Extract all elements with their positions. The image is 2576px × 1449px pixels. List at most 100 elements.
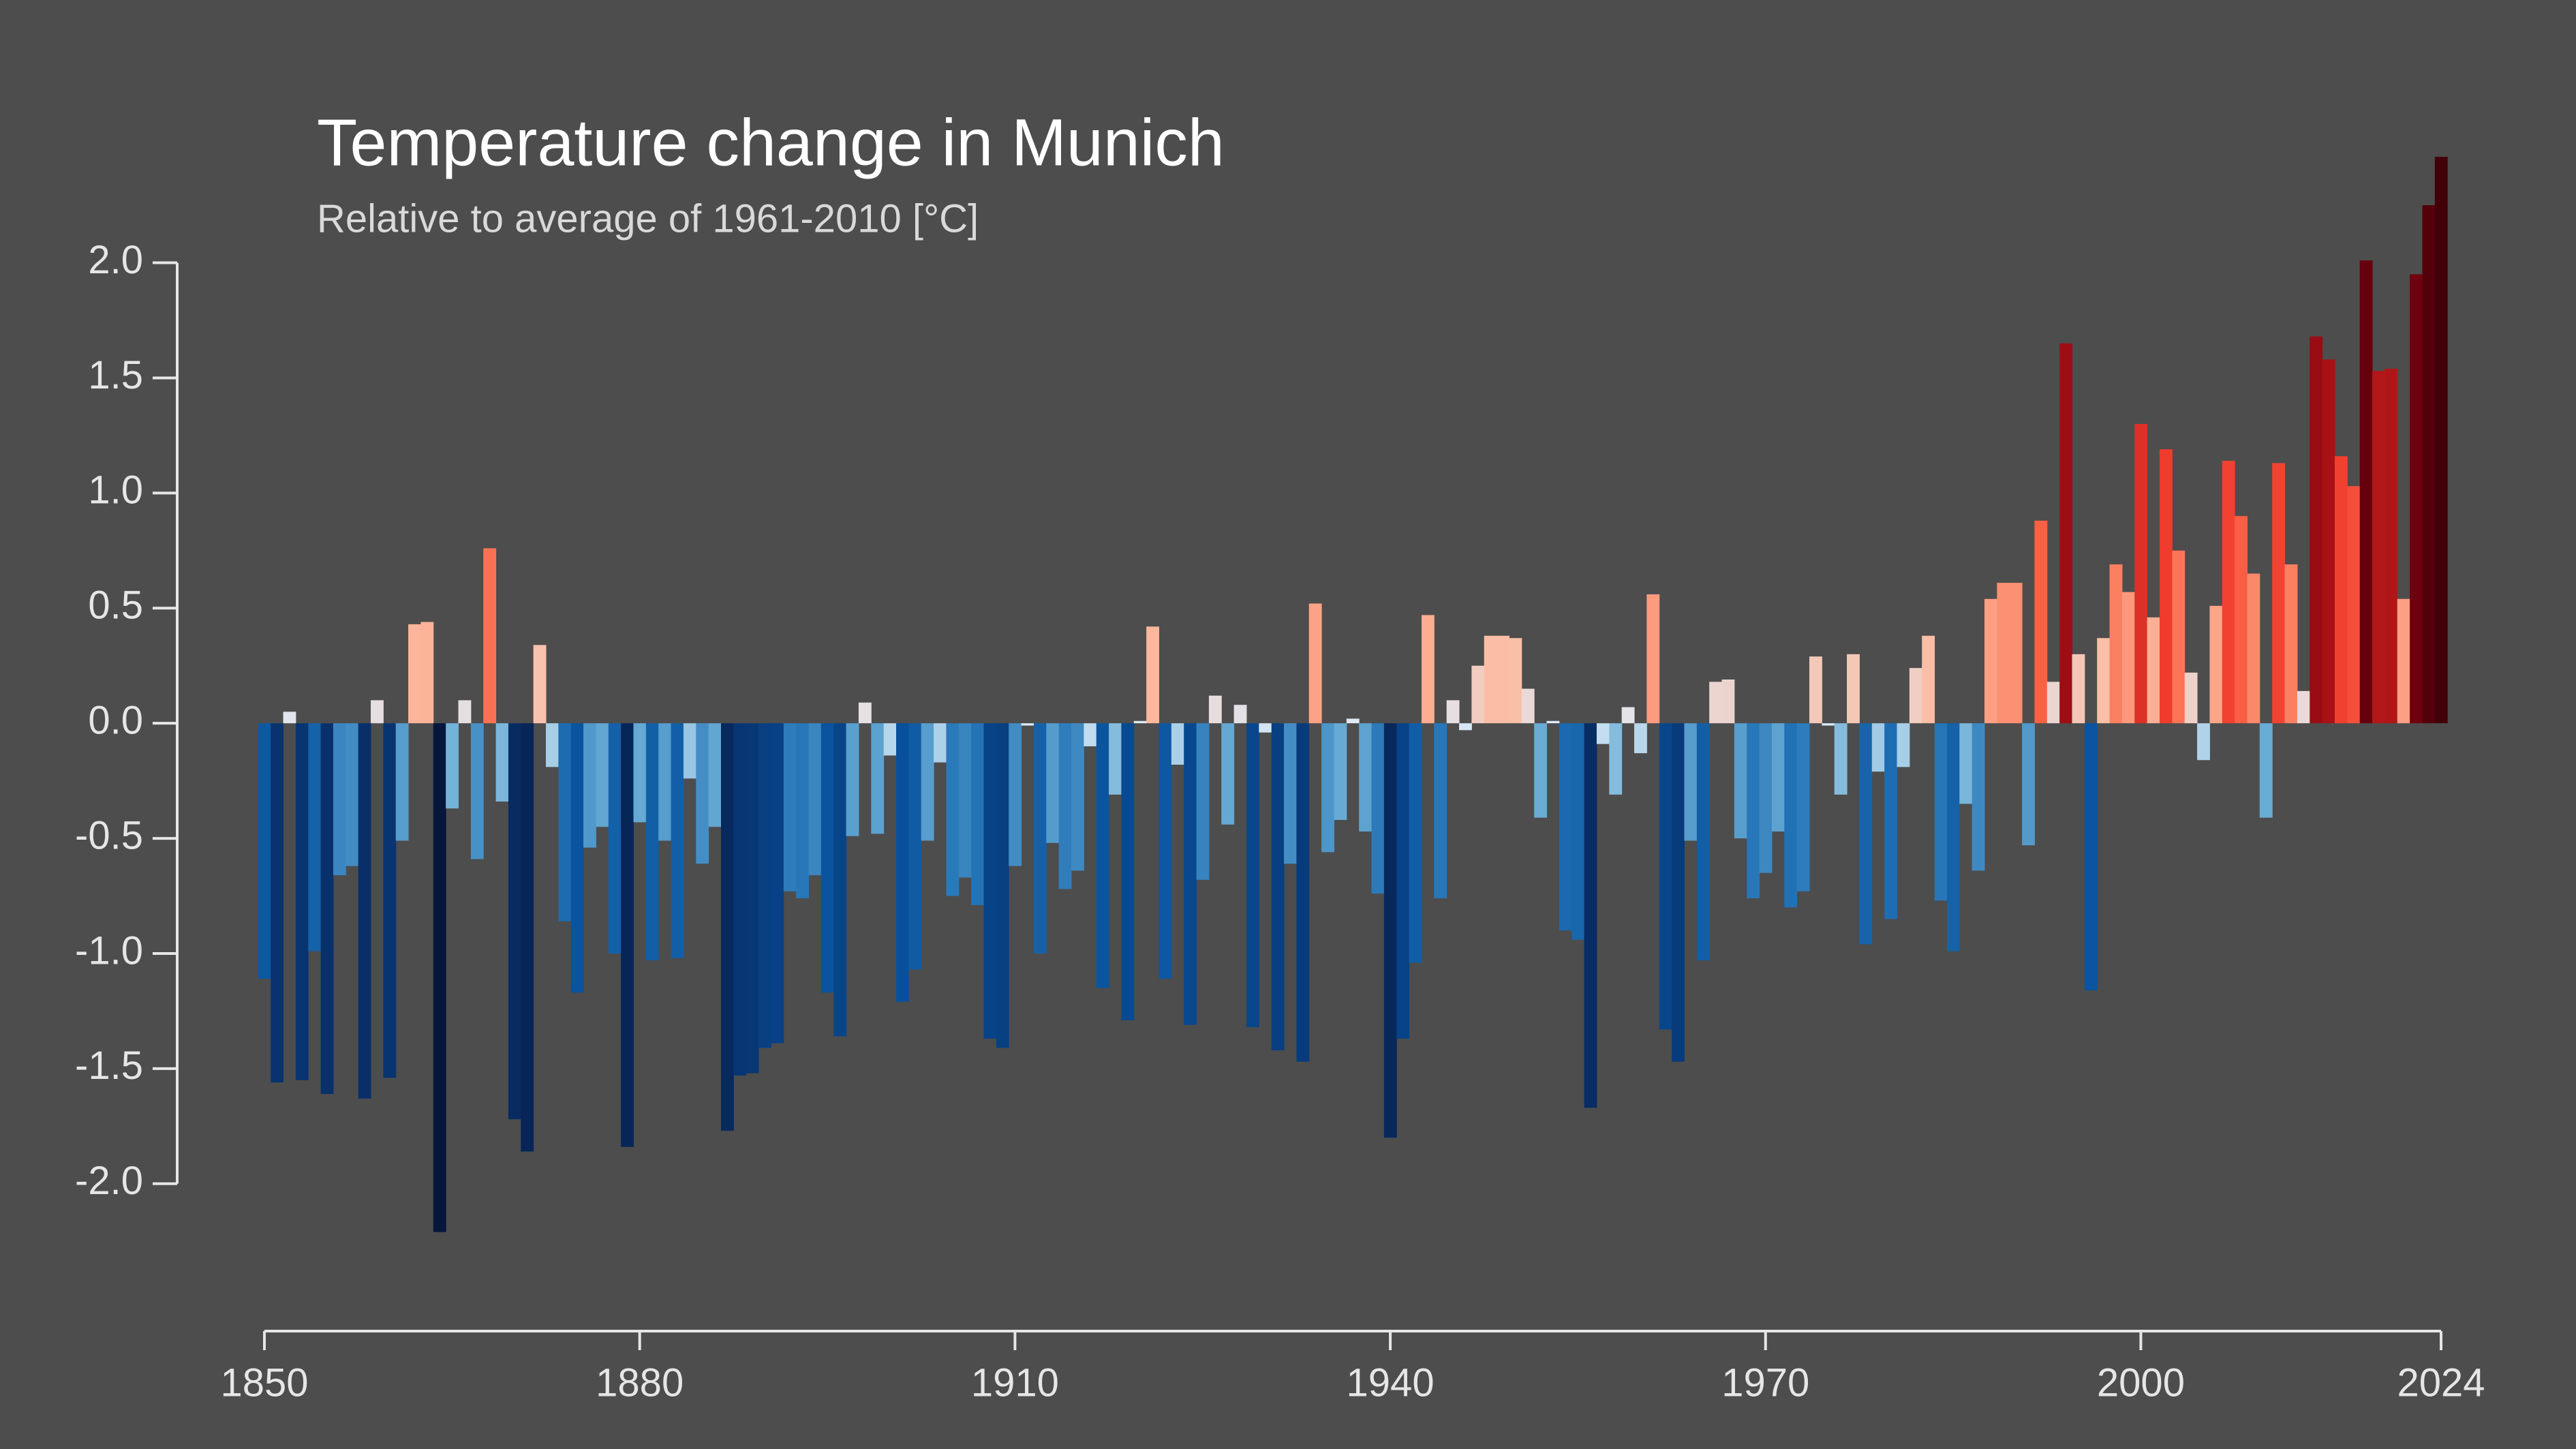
bar: [883, 723, 897, 756]
bar: [1396, 723, 1410, 1039]
bar: [458, 700, 472, 724]
bar: [2034, 520, 2048, 724]
bar: [596, 723, 609, 827]
bar: [308, 723, 322, 951]
bar: [1822, 723, 1835, 726]
bar: [483, 548, 497, 724]
bar: [2121, 592, 2135, 724]
bar: [1171, 723, 1184, 765]
bar: [1696, 723, 1710, 961]
bar: [2197, 723, 2210, 761]
bar: [1296, 723, 1310, 1062]
bar: [1734, 723, 1747, 839]
bar: [908, 723, 922, 970]
bar: [1946, 723, 1960, 951]
bar: [295, 723, 309, 1080]
bar: [1308, 603, 1322, 724]
bar: [1321, 723, 1334, 853]
bar: [1571, 723, 1585, 940]
bar: [821, 723, 834, 993]
bar: [1922, 635, 1935, 724]
bar: [408, 624, 421, 724]
bar: [2422, 205, 2436, 724]
bar: [2334, 456, 2348, 724]
bar: [2172, 550, 2186, 724]
bar: [1159, 723, 1172, 979]
bar: [1471, 665, 1485, 724]
bar: [1847, 654, 1860, 724]
bar: [1071, 723, 1084, 871]
chart-title: Temperature change in Munich: [317, 106, 1225, 180]
bar: [420, 622, 434, 724]
bar: [2084, 723, 2098, 991]
bar: [783, 723, 797, 891]
bar: [1721, 679, 1735, 724]
bar: [671, 723, 684, 958]
bar: [2297, 690, 2310, 724]
bar: [833, 723, 847, 1037]
y-tick-label: -2.0: [75, 1159, 143, 1203]
bar: [2072, 654, 2085, 724]
bar: [758, 723, 771, 1048]
bar: [1259, 723, 1272, 733]
bar: [1521, 688, 1535, 724]
bar: [1058, 723, 1072, 889]
y-tick-label: -1.0: [75, 928, 143, 973]
bar: [746, 723, 759, 1073]
bar: [2272, 463, 2286, 724]
bar: [1984, 598, 1997, 724]
bar: [1897, 723, 1910, 767]
bar: [1796, 723, 1810, 891]
bar: [1709, 682, 1723, 724]
bar: [1196, 723, 1210, 880]
bar: [2235, 516, 2248, 724]
bar: [1759, 723, 1773, 873]
bar: [1121, 723, 1135, 1020]
bar: [395, 723, 409, 841]
bar: [2147, 617, 2160, 724]
bar: [796, 723, 809, 898]
bar: [1634, 723, 1647, 754]
bar: [2209, 605, 2223, 724]
bar: [2359, 260, 2373, 724]
bar: [958, 723, 972, 878]
x-tick-label: 1940: [1347, 1360, 1435, 1405]
bar: [1859, 723, 1873, 945]
bar: [996, 723, 1009, 1048]
bar: [1096, 723, 1109, 988]
bar: [608, 723, 622, 954]
bar: [1509, 638, 1522, 724]
bar: [1559, 723, 1572, 931]
bar: [533, 645, 547, 724]
bar: [1109, 723, 1122, 795]
bar: [2222, 461, 2235, 724]
y-tick-label: -1.5: [75, 1043, 143, 1088]
bar: [1672, 723, 1685, 1062]
bar: [546, 723, 559, 767]
bar: [2097, 638, 2111, 724]
bar: [983, 723, 997, 1039]
bar: [383, 723, 397, 1078]
bar: [1621, 707, 1635, 724]
bar: [2247, 573, 2260, 724]
bar: [371, 700, 384, 724]
bar: [1284, 723, 1297, 864]
bar: [1184, 723, 1197, 1025]
bar: [846, 723, 859, 836]
bar: [1446, 700, 1460, 724]
bar: [645, 723, 659, 961]
bar: [2259, 723, 2273, 818]
bar: [1684, 723, 1698, 841]
bar: [271, 723, 284, 1083]
bar: [895, 723, 909, 1002]
y-tick-label: -0.5: [75, 813, 143, 857]
bar: [934, 723, 947, 763]
bar: [1359, 723, 1373, 832]
bar: [2372, 371, 2385, 724]
bar: [2385, 368, 2398, 724]
bar: [583, 723, 596, 848]
bar: [1421, 615, 1435, 724]
bar: [633, 723, 647, 823]
